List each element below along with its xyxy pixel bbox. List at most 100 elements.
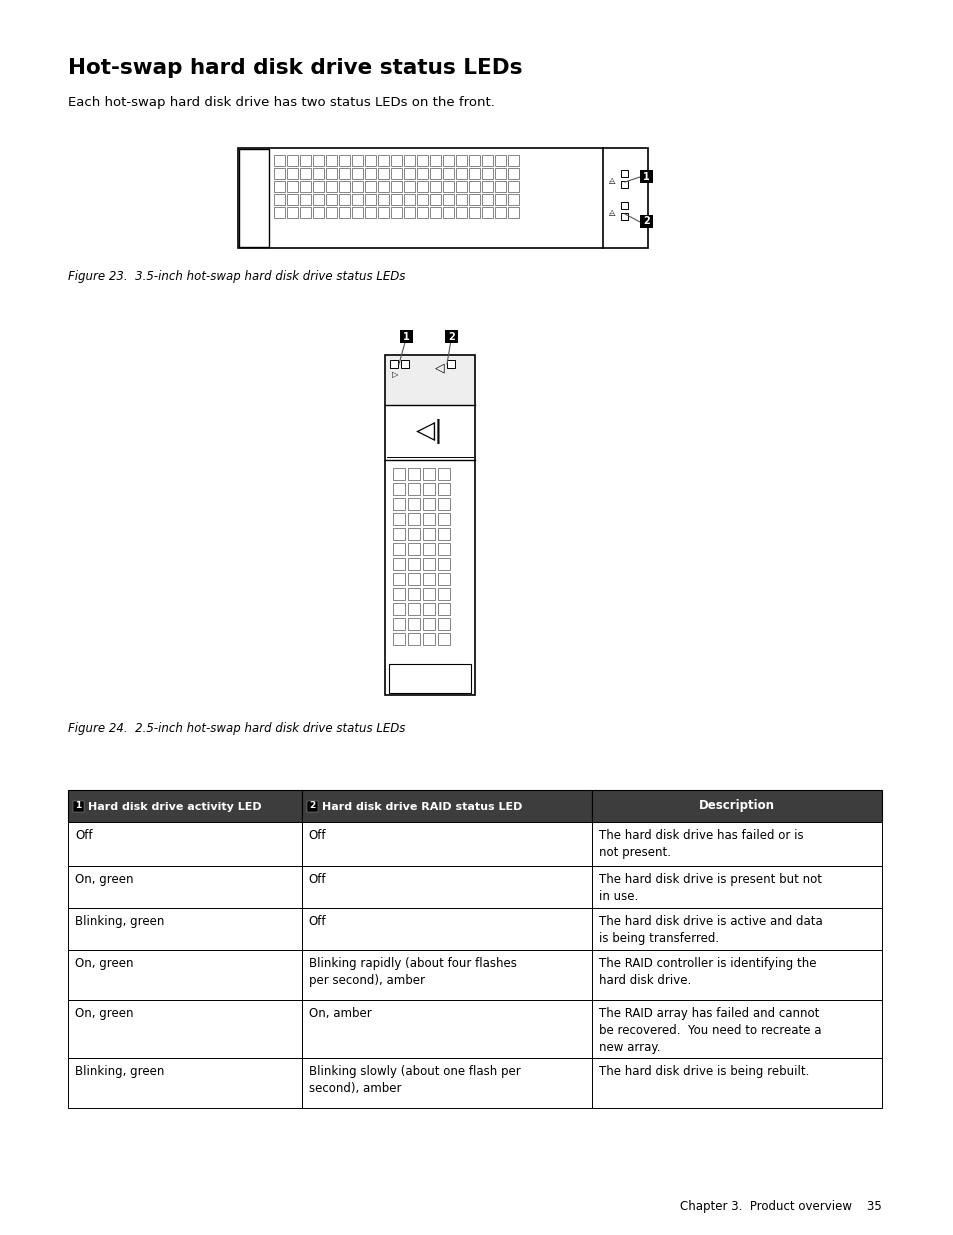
Bar (592, 950, 882, 1000)
Bar (301, 1058, 592, 1108)
Bar (592, 908, 882, 950)
Bar (287, 182, 297, 191)
Text: The hard disk drive is being rebuilt.: The hard disk drive is being rebuilt. (598, 1065, 809, 1078)
Text: The hard disk drive is active and data
is being transferred.: The hard disk drive is active and data i… (598, 915, 822, 945)
Bar (422, 543, 435, 555)
Bar (481, 207, 493, 219)
Bar (408, 498, 419, 510)
Text: Chapter 3.  Product overview    35: Chapter 3. Product overview 35 (679, 1200, 882, 1213)
Bar (620, 212, 627, 220)
Text: The RAID controller is identifying the
hard disk drive.: The RAID controller is identifying the h… (598, 957, 816, 987)
Bar (365, 182, 375, 191)
Bar (68, 823, 301, 866)
Bar (313, 168, 324, 179)
Bar (326, 168, 336, 179)
Bar (507, 207, 518, 219)
Bar (437, 588, 450, 600)
Bar (437, 468, 450, 480)
Text: △: △ (608, 177, 615, 185)
Bar (377, 156, 389, 165)
Bar (352, 194, 363, 205)
Bar (408, 634, 419, 645)
Bar (430, 168, 440, 179)
Bar (430, 194, 440, 205)
Bar (442, 194, 454, 205)
Bar (430, 156, 440, 165)
Bar (422, 468, 435, 480)
Bar (338, 207, 350, 219)
Bar (422, 513, 435, 525)
Bar (393, 573, 405, 585)
Text: ◁: ◁ (435, 362, 444, 374)
Bar (365, 168, 375, 179)
Bar (68, 1058, 301, 1108)
Bar (391, 182, 401, 191)
Text: Off: Off (308, 829, 326, 842)
Bar (620, 203, 627, 209)
Bar (416, 207, 428, 219)
Bar (403, 207, 415, 219)
Bar (389, 664, 471, 693)
Bar (422, 634, 435, 645)
Bar (408, 573, 419, 585)
Bar (495, 168, 505, 179)
Bar (437, 634, 450, 645)
Bar (469, 168, 479, 179)
Bar (299, 156, 311, 165)
Text: The hard disk drive has failed or is
not present.: The hard disk drive has failed or is not… (598, 829, 803, 860)
Bar (442, 156, 454, 165)
Bar (408, 618, 419, 630)
Bar (287, 194, 297, 205)
Text: Blinking, green: Blinking, green (75, 1065, 164, 1078)
Bar (416, 194, 428, 205)
Bar (639, 170, 652, 183)
Bar (422, 618, 435, 630)
Text: Each hot-swap hard disk drive has two status LEDs on the front.: Each hot-swap hard disk drive has two st… (68, 96, 495, 109)
Bar (274, 194, 285, 205)
Bar (326, 182, 336, 191)
Text: Description: Description (699, 799, 774, 813)
Bar (299, 168, 311, 179)
Bar (437, 618, 450, 630)
Bar (456, 207, 467, 219)
Text: Off: Off (75, 829, 92, 842)
Bar (592, 823, 882, 866)
Bar (422, 529, 435, 540)
Bar (437, 483, 450, 495)
Bar (495, 207, 505, 219)
Text: The hard disk drive is present but not
in use.: The hard disk drive is present but not i… (598, 873, 821, 903)
Bar (408, 603, 419, 615)
Bar (430, 207, 440, 219)
Bar (444, 330, 457, 343)
Bar (73, 802, 84, 811)
Bar (481, 156, 493, 165)
Text: ▷: ▷ (392, 370, 397, 379)
Bar (365, 207, 375, 219)
Bar (326, 156, 336, 165)
Bar (469, 182, 479, 191)
Bar (377, 194, 389, 205)
Bar (301, 950, 592, 1000)
Text: 1: 1 (403, 331, 410, 342)
Bar (352, 207, 363, 219)
Bar (313, 156, 324, 165)
Bar (592, 866, 882, 908)
Bar (352, 168, 363, 179)
Bar (68, 950, 301, 1000)
Bar (365, 194, 375, 205)
Text: Hot-swap hard disk drive status LEDs: Hot-swap hard disk drive status LEDs (68, 58, 522, 78)
Bar (68, 790, 301, 823)
Bar (338, 194, 350, 205)
Bar (507, 168, 518, 179)
Text: —: — (608, 179, 614, 184)
Bar (592, 1000, 882, 1058)
Bar (408, 468, 419, 480)
Bar (377, 182, 389, 191)
Text: —: — (608, 211, 614, 216)
Bar (68, 908, 301, 950)
Bar (391, 168, 401, 179)
Bar (274, 182, 285, 191)
Text: Blinking slowly (about one flash per
second), amber: Blinking slowly (about one flash per sec… (308, 1065, 519, 1095)
Bar (416, 156, 428, 165)
Text: △: △ (608, 209, 615, 217)
